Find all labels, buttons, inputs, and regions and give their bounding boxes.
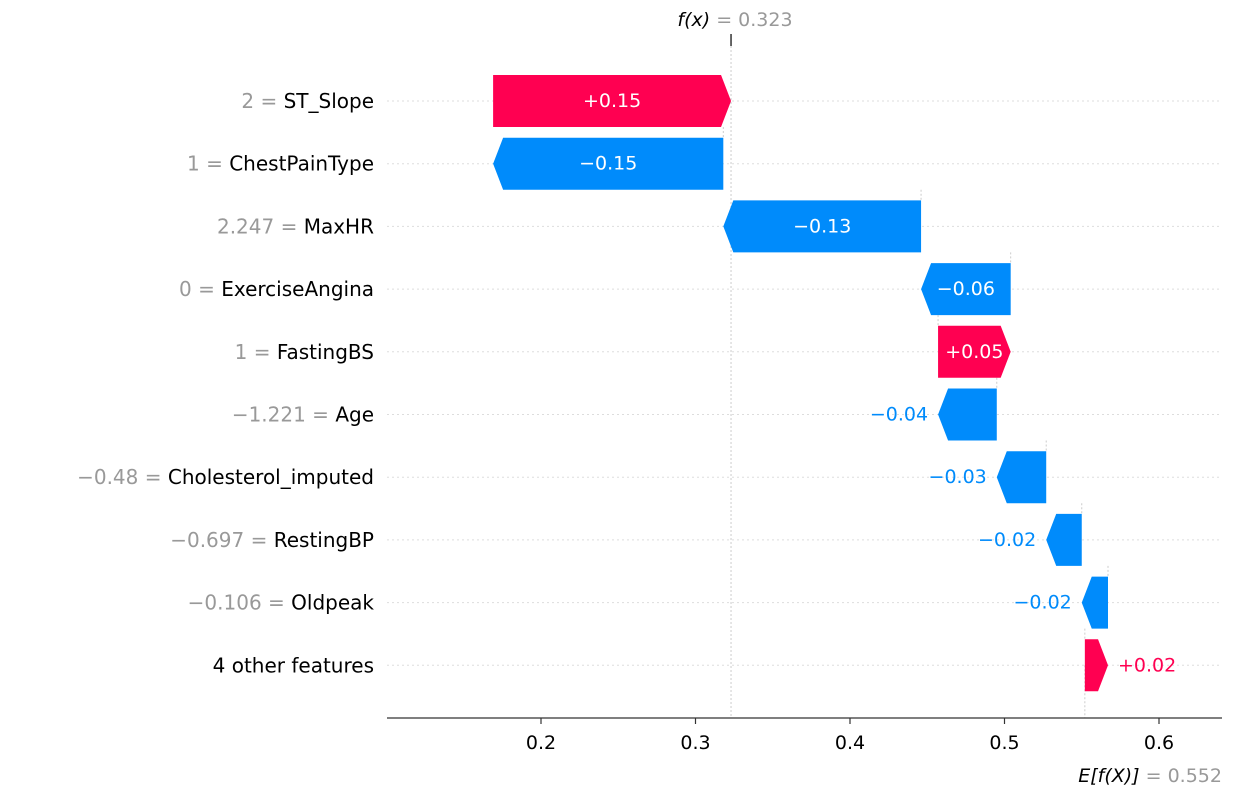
feature-name: ChestPainType	[229, 152, 374, 176]
feature-label: 2.247 = MaxHR	[217, 214, 374, 238]
bar-value-label: −0.13	[793, 215, 851, 237]
feature-value: 0 =	[179, 277, 221, 301]
x-axis: 0.2 0.3 0.4 0.5 0.6	[387, 717, 1222, 754]
bar-value-label: −0.06	[937, 278, 995, 300]
bar-value-label: −0.15	[579, 153, 637, 175]
bar-value-label: −0.02	[1014, 592, 1072, 614]
feature-label: −0.697 = RestingBP	[170, 528, 374, 552]
ex-value: 0.552	[1168, 765, 1222, 787]
feature-label: 4 other features	[213, 653, 374, 677]
feature-value: 2.247 =	[217, 214, 304, 238]
feature-label: 1 = FastingBS	[235, 340, 374, 364]
feature-label: 0 = ExerciseAngina	[179, 277, 374, 301]
ex-equals: =	[1140, 765, 1168, 787]
ex-annotation: E[f(X)] = 0.552	[1078, 765, 1222, 787]
feature-label: −0.48 = Cholesterol_imputed	[77, 465, 374, 489]
bar-value-label: −0.03	[929, 466, 987, 488]
feature-name: RestingBP	[274, 528, 374, 552]
feature-name: Age	[335, 403, 374, 427]
bar-age	[938, 388, 997, 441]
x-tick-label: 0.2	[526, 732, 556, 754]
bar-fastingbs	[938, 325, 1011, 378]
feature-labels: 2 = ST_Slope 1 = ChestPainType 2.247 = Max…	[77, 89, 374, 677]
bar-exerciseangina	[921, 263, 1011, 316]
feature-label: 1 = ChestPainType	[187, 152, 374, 176]
bar-value-label: −0.04	[870, 404, 928, 426]
feature-name: Cholesterol_imputed	[168, 465, 374, 489]
x-tick-label: 0.6	[1144, 732, 1174, 754]
feature-name: ExerciseAngina	[221, 277, 374, 301]
bar-value-label: +0.05	[945, 341, 1003, 363]
bar-maxhr	[723, 200, 922, 253]
feature-name: 4 other features	[213, 653, 374, 677]
feature-name: FastingBS	[277, 340, 374, 364]
bar-value-label: −0.02	[978, 529, 1036, 551]
x-tick-label: 0.5	[989, 732, 1019, 754]
bar-4-other-features	[1084, 639, 1109, 692]
bar-cholesterol-imputed	[996, 451, 1047, 504]
bar-oldpeak	[1081, 576, 1109, 629]
fx-equals: =	[710, 9, 738, 31]
feature-label: −0.106 = Oldpeak	[188, 591, 375, 615]
x-tick-label: 0.4	[835, 732, 865, 754]
bars: +0.15 −0.15 −0.13 −0.06 +0.05 −0.04 −0.03 −0.02…	[493, 75, 1176, 692]
fx-value: 0.323	[738, 9, 792, 31]
feature-name: ST_Slope	[284, 89, 374, 113]
bar-value-label: +0.15	[583, 90, 641, 112]
feature-label: −1.221 = Age	[232, 403, 374, 427]
feature-value: 2 =	[241, 89, 283, 113]
feature-value: −0.106 =	[188, 591, 292, 615]
bar-value-label: +0.02	[1118, 654, 1176, 676]
reference-lines	[730, 34, 1086, 718]
feature-label: 2 = ST_Slope	[241, 89, 374, 113]
feature-value: 1 =	[187, 152, 229, 176]
feature-value: −0.48 =	[77, 465, 168, 489]
feature-value: −0.697 =	[170, 528, 274, 552]
fx-annotation: f(x) = 0.323	[677, 9, 792, 31]
bar-st-slope	[493, 75, 732, 127]
x-tick-label: 0.3	[680, 732, 710, 754]
bar-chestpaintype	[493, 137, 724, 190]
fx-label: f(x)	[677, 9, 710, 31]
feature-value: −1.221 =	[232, 403, 336, 427]
ex-label: E[f(X)]	[1078, 765, 1139, 787]
bar-restingbp	[1046, 513, 1082, 566]
feature-value: 1 =	[235, 340, 277, 364]
feature-name: MaxHR	[304, 214, 374, 238]
feature-name: Oldpeak	[291, 591, 374, 615]
